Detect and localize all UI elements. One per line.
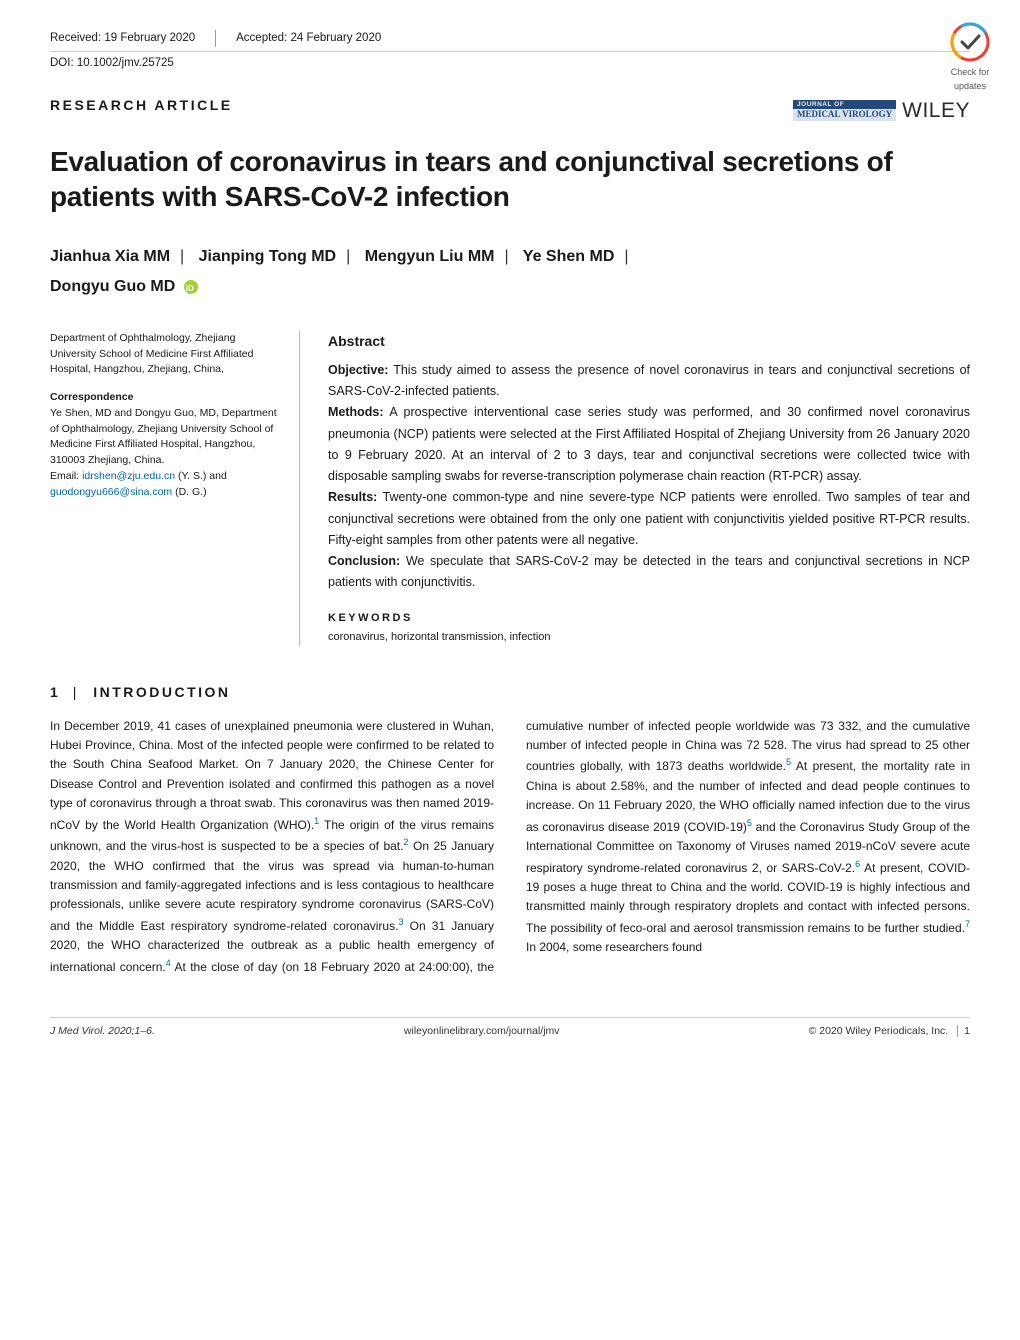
corr-email-1[interactable]: idrshen@zju.edu.cn bbox=[82, 470, 175, 482]
journal-name-bottom: MEDICAL VIROLOGY bbox=[793, 109, 896, 121]
journal-name-box: JOURNAL OF MEDICAL VIROLOGY bbox=[793, 100, 896, 121]
ref-7[interactable]: 7 bbox=[965, 919, 970, 929]
page-footer: J Med Virol. 2020;1–6. wileyonlinelibrar… bbox=[50, 1017, 970, 1040]
check-for-updates-badge[interactable]: Check for updates bbox=[940, 20, 1000, 93]
accepted-date: Accepted: 24 February 2020 bbox=[215, 30, 381, 47]
section-title: INTRODUCTION bbox=[93, 684, 230, 700]
methods-lead: Methods: bbox=[328, 405, 384, 419]
results-lead: Results: bbox=[328, 490, 377, 504]
journal-name-top: JOURNAL OF bbox=[793, 100, 896, 109]
article-type: RESEARCH ARTICLE bbox=[50, 95, 233, 116]
footer-citation: J Med Virol. 2020;1–6. bbox=[50, 1024, 155, 1040]
body-text: In December 2019, 41 cases of unexplaine… bbox=[50, 717, 970, 978]
author-2: Jianping Tong MD bbox=[199, 248, 336, 265]
abstract-column: Abstract Objective: This study aimed to … bbox=[328, 331, 970, 646]
check-badge-label: Check for updates bbox=[951, 67, 990, 91]
author-5: Dongyu Guo MD bbox=[50, 278, 175, 295]
received-date: Received: 19 February 2020 bbox=[50, 30, 195, 47]
objective-lead: Objective: bbox=[328, 363, 388, 377]
doi: DOI: 10.1002/jmv.25725 bbox=[50, 55, 970, 72]
journal-brand: JOURNAL OF MEDICAL VIROLOGY WILEY bbox=[793, 95, 970, 127]
body-p1: In December 2019, 41 cases of unexplaine… bbox=[50, 719, 494, 832]
author-1: Jianhua Xia MM bbox=[50, 248, 170, 265]
publisher-logo: WILEY bbox=[902, 95, 970, 127]
footer-url[interactable]: wileyonlinelibrary.com/journal/jmv bbox=[404, 1024, 560, 1040]
header-row: RESEARCH ARTICLE JOURNAL OF MEDICAL VIRO… bbox=[50, 95, 970, 127]
objective-text: This study aimed to assess the presence … bbox=[328, 363, 970, 398]
keywords-heading: KEYWORDS bbox=[328, 610, 970, 627]
crossmark-icon bbox=[948, 20, 992, 64]
conclusion-text: We speculate that SARS-CoV-2 may be dete… bbox=[328, 554, 970, 589]
affil-abstract-row: Department of Ophthalmology, Zhejiang Un… bbox=[50, 331, 970, 646]
affiliation-column: Department of Ophthalmology, Zhejiang Un… bbox=[50, 331, 300, 646]
footer-copyright: © 2020 Wiley Periodicals, Inc. bbox=[809, 1025, 949, 1037]
email1-suffix: (Y. S.) and bbox=[175, 470, 227, 482]
affiliation-text: Department of Ophthalmology, Zhejiang Un… bbox=[50, 331, 281, 378]
email2-suffix: (D. G.) bbox=[172, 486, 206, 498]
abstract-body: Objective: This study aimed to assess th… bbox=[328, 360, 970, 594]
correspondence-body: Ye Shen, MD and Dongyu Guo, MD, Departme… bbox=[50, 407, 277, 466]
body-p9: In 2004, some researchers found bbox=[526, 940, 702, 954]
author-4: Ye Shen MD bbox=[523, 248, 615, 265]
footer-page-number: 1 bbox=[957, 1025, 970, 1037]
section-number: 1 bbox=[50, 684, 60, 700]
keywords: coronavirus, horizontal transmission, in… bbox=[328, 629, 970, 646]
corr-email-2[interactable]: guodongyu666@sina.com bbox=[50, 486, 172, 498]
article-title: Evaluation of coronavirus in tears and c… bbox=[50, 144, 970, 214]
results-text: Twenty-one common-type and nine severe-t… bbox=[328, 490, 970, 547]
author-list: Jianhua Xia MM| Jianping Tong MD| Mengyu… bbox=[50, 242, 970, 303]
receipt-dates: Received: 19 February 2020 Accepted: 24 … bbox=[50, 30, 970, 52]
author-3: Mengyun Liu MM bbox=[365, 248, 495, 265]
email-prefix: Email: bbox=[50, 470, 82, 482]
section-heading: 1 | INTRODUCTION bbox=[50, 682, 970, 703]
orcid-icon[interactable] bbox=[184, 280, 198, 294]
abstract-heading: Abstract bbox=[328, 331, 970, 352]
correspondence-heading: Correspondence bbox=[50, 391, 133, 403]
conclusion-lead: Conclusion: bbox=[328, 554, 400, 568]
methods-text: A prospective interventional case series… bbox=[328, 405, 970, 483]
